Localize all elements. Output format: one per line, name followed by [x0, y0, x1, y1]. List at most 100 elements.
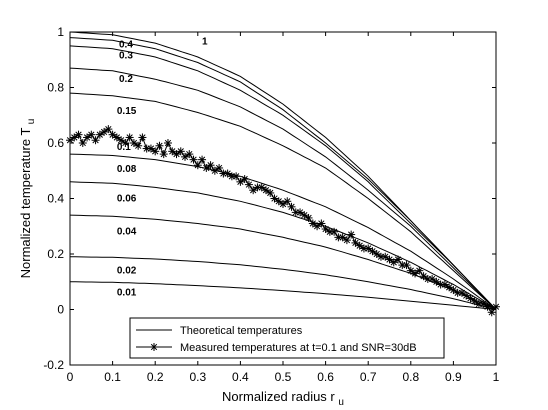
measured-point — [483, 302, 492, 311]
x-tick-label: 0.3 — [189, 370, 206, 384]
measured-point — [74, 130, 83, 139]
theoretical-curves — [69, 31, 497, 310]
measured-point — [138, 133, 147, 142]
x-tick-label: 0.1 — [104, 370, 121, 384]
curve-label-0.08: 0.08 — [117, 164, 137, 175]
measured-point — [223, 169, 232, 178]
x-tick-label: 0.4 — [232, 370, 249, 384]
measured-point — [206, 161, 215, 170]
measured-point — [368, 247, 377, 256]
measured-point — [236, 177, 245, 186]
x-axis-title-text: Normalized radius r — [222, 389, 335, 404]
y-tick-label: 0.8 — [47, 81, 64, 95]
measured-point — [385, 255, 394, 264]
measured-point — [330, 227, 339, 236]
theoretical-curve-0.3 — [69, 45, 497, 310]
theoretical-curve-0.4 — [69, 37, 497, 310]
measured-point — [129, 139, 138, 147]
measured-point — [210, 166, 219, 175]
measured-point — [351, 238, 360, 247]
legend-star-marker — [150, 343, 158, 351]
measured-point — [70, 133, 79, 142]
theoretical-curve-0.2 — [69, 67, 497, 310]
measured-point — [389, 258, 398, 267]
measured-point — [342, 236, 351, 245]
measured-point — [372, 250, 381, 258]
y-tick-label: 0 — [57, 303, 64, 317]
measured-point — [270, 194, 279, 203]
measured-point — [449, 286, 458, 295]
y-tick-label: 0.4 — [47, 192, 64, 206]
x-tick-label: 0.7 — [360, 370, 377, 384]
measured-point — [240, 175, 249, 184]
theoretical-curve-0.02 — [70, 281, 497, 310]
y-axis: -0.2 0 0.2 0.4 0.6 0.8 1 — [43, 25, 496, 372]
legend-label-1: Measured temperatures at t=0.1 and SNR=3… — [180, 342, 417, 354]
measured-point — [163, 139, 172, 147]
measured-point — [415, 266, 424, 275]
measured-point — [151, 147, 160, 156]
legend-box — [129, 317, 445, 359]
measured-point — [249, 186, 258, 195]
measured-point — [406, 266, 415, 275]
x-axis: 0 0.1 0.2 0.3 0.4 0.5 0.6 0.7 0.8 0.9 1 — [67, 32, 500, 384]
measured-point — [419, 272, 428, 281]
measured-point — [308, 219, 317, 228]
plot-area — [69, 31, 497, 366]
measured-point — [304, 213, 313, 222]
curve-label-0.4: 0.4 — [119, 39, 133, 50]
measured-point — [198, 155, 207, 164]
measured-point — [457, 288, 466, 297]
measured-point — [66, 136, 74, 145]
measured-point — [492, 302, 500, 311]
measured-point — [381, 252, 390, 261]
measured-series — [66, 125, 500, 317]
measured-point — [487, 308, 496, 317]
measured-point — [479, 299, 488, 308]
x-tick-label: 0.6 — [317, 370, 334, 384]
x-tick-label: 0.5 — [275, 370, 292, 384]
x-axis-title-sub: u — [338, 397, 344, 408]
legend-label-0: Theoretical temperatures — [180, 325, 303, 337]
measured-point — [104, 125, 113, 134]
x-tick-label: 0 — [67, 370, 74, 384]
measured-point — [364, 244, 373, 253]
x-tick-label: 1 — [493, 370, 500, 384]
measured-point — [300, 211, 309, 220]
measured-point — [321, 225, 330, 234]
measured-point — [313, 222, 322, 231]
curve-labels: 1 0.40.3 0.2 0.15 0.1 0.08 0.06 0.04 0.02 0.01 — [117, 36, 208, 298]
x-tick-label: 0.9 — [445, 370, 462, 384]
measured-point — [215, 163, 224, 172]
measured-point — [112, 133, 121, 142]
measured-point — [466, 294, 475, 303]
measured-point — [181, 152, 190, 161]
measured-point — [411, 269, 420, 278]
measured-point — [462, 291, 471, 300]
measured-point — [287, 202, 296, 211]
measured-point — [202, 163, 211, 172]
theoretical-curve-0.08 — [69, 181, 497, 310]
measured-point — [95, 130, 104, 139]
measured-point — [279, 200, 287, 209]
y-axis-title-text: Normalized temperature T — [18, 128, 33, 279]
measured-point — [432, 277, 441, 286]
measured-point — [91, 136, 100, 145]
measured-point — [402, 261, 411, 270]
measured-point — [428, 274, 437, 283]
measured-point — [185, 150, 194, 159]
plot-frame — [69, 31, 497, 366]
y-tick-label: 0.6 — [47, 136, 64, 150]
curve-label-0.2: 0.2 — [119, 74, 133, 85]
curve-label-0.04: 0.04 — [117, 227, 137, 238]
legend: Theoretical temperatures Measured tempera… — [129, 317, 445, 359]
measured-point — [117, 136, 126, 145]
x-tick-label: 0.2 — [147, 370, 164, 384]
measured-point — [355, 241, 364, 250]
measured-point — [146, 144, 155, 153]
measured-point — [176, 147, 185, 156]
curve-label-0.06: 0.06 — [117, 193, 137, 204]
measured-point — [78, 139, 87, 147]
theoretical-curve-0.1 — [69, 153, 497, 310]
